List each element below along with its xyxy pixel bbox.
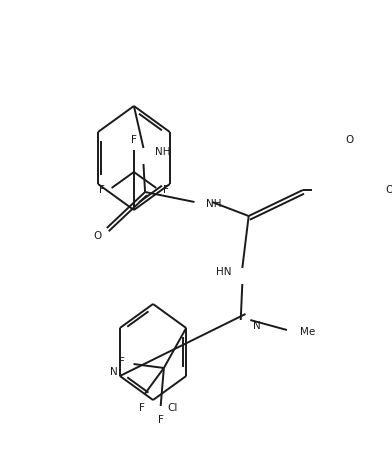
Text: HN: HN [216,267,231,277]
Text: N: N [110,367,117,377]
Text: F: F [120,357,125,367]
Text: F: F [163,185,169,195]
Text: O: O [345,135,353,145]
Text: Cl: Cl [167,403,178,413]
Text: O: O [386,185,392,195]
Text: O: O [93,231,102,241]
Text: NH: NH [206,199,221,209]
Text: F: F [158,415,163,425]
Text: N: N [254,321,261,331]
Text: F: F [131,135,137,145]
Text: F: F [139,403,145,413]
Text: NH: NH [154,147,170,157]
Text: F: F [99,185,105,195]
Text: Me: Me [300,327,315,337]
